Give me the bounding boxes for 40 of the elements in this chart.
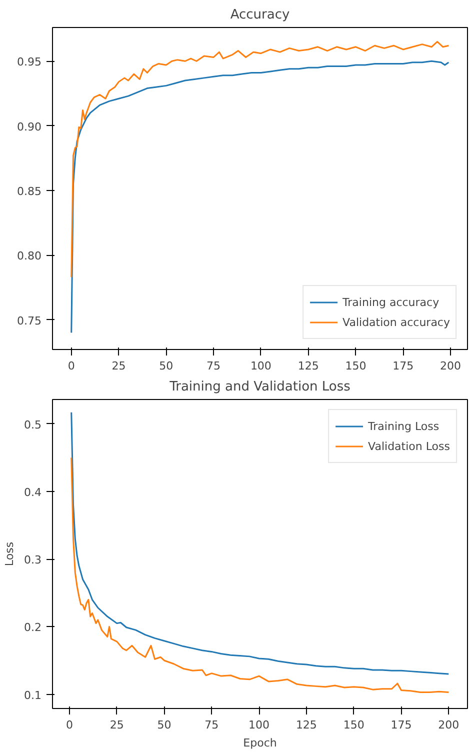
x-tick-label: 175 [392,360,414,372]
legend-label: Training Loss [368,420,440,432]
x-tick-label: 50 [159,360,174,372]
y-tick-label: 0.3 [24,554,42,567]
y-tick-label: 0.85 [17,184,42,198]
x-tick-label: 125 [296,718,317,732]
chart-title: Accuracy [230,8,290,22]
y-tick-label: 0.90 [17,120,42,134]
legend-label: Validation Loss [368,440,450,452]
y-axis-title: Loss [3,542,16,566]
legend-label: Validation accuracy [342,316,450,328]
x-tick-label: 75 [204,718,219,732]
chart-title: Training and Validation Loss [168,380,351,394]
y-tick-label: 0.75 [17,314,42,328]
line-series [70,412,450,675]
line-series [70,60,450,334]
y-tick-label: 0.80 [17,250,42,263]
x-tick-label: 25 [112,360,126,372]
x-tick-label: 200 [440,360,462,372]
y-tick-label: 0.5 [24,418,42,432]
y-tick-label: 0.2 [24,621,42,634]
x-axis-title: Epoch [243,736,277,750]
x-tick-label: 50 [157,718,172,732]
x-tick-label: 0 [68,360,75,372]
x-tick-label: 25 [110,718,124,732]
x-tick-label: 200 [438,718,460,732]
x-tick-label: 150 [343,718,364,732]
legend-label: Training accuracy [342,296,440,308]
x-tick-label: 0 [66,718,73,732]
y-tick-label: 0.95 [17,56,42,69]
y-tick-label: 0.4 [24,486,42,499]
line-series [70,40,450,278]
x-tick-label: 175 [390,718,412,732]
y-tick-label: 0.1 [24,688,42,702]
x-tick-label: 100 [248,718,270,732]
x-tick-label: 100 [250,360,272,372]
x-tick-label: 75 [206,360,221,372]
line-series [70,456,450,694]
x-tick-label: 150 [345,360,366,372]
x-tick-label: 125 [298,360,319,372]
